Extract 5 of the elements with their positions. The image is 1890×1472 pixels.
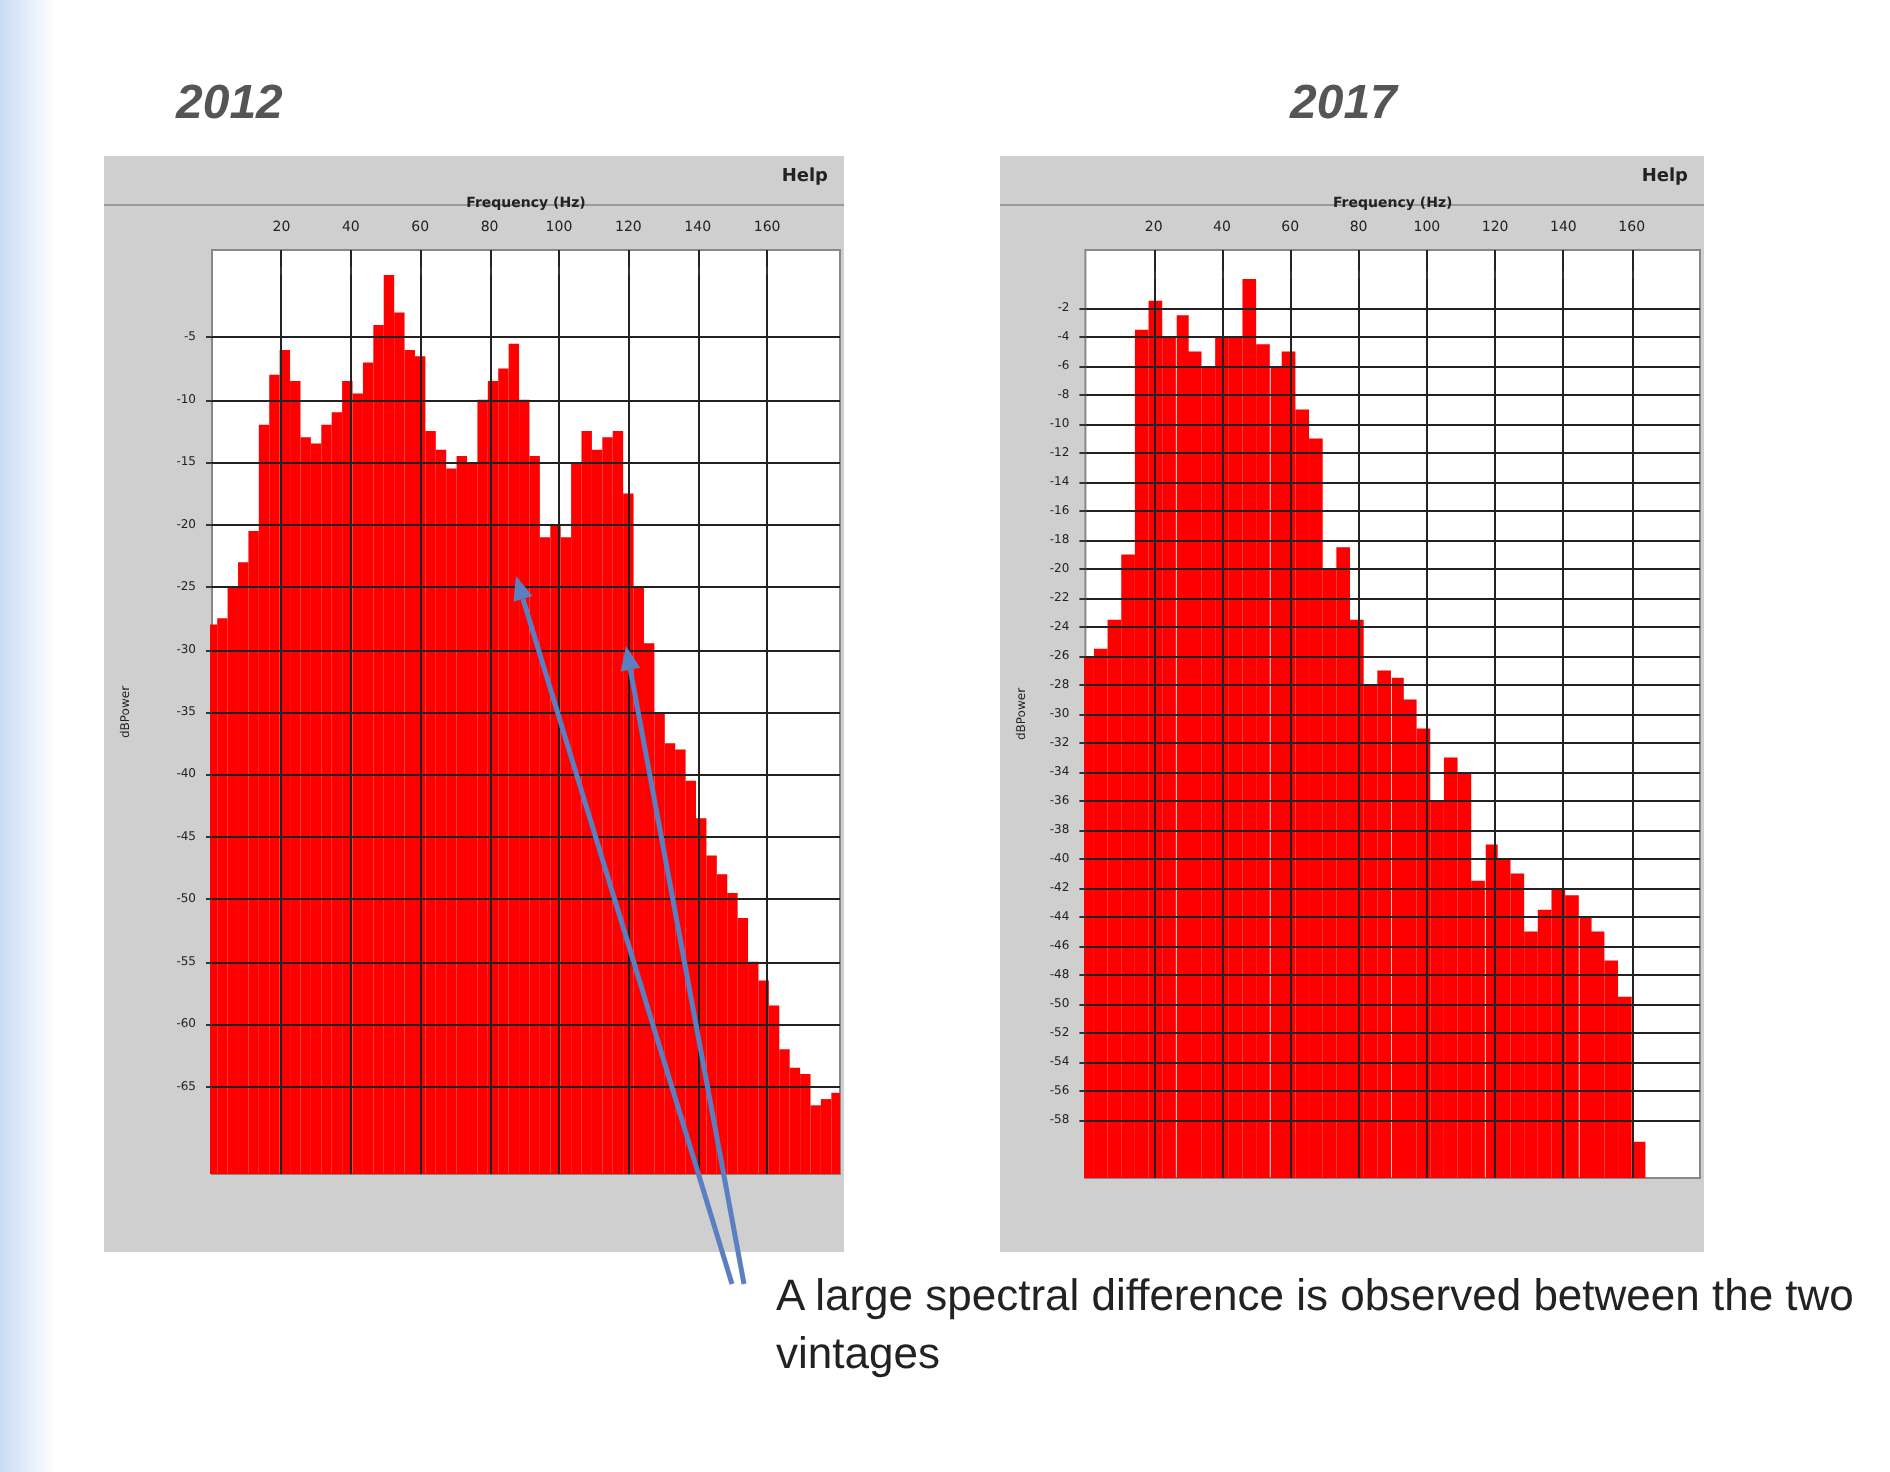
text: Help [781, 167, 830, 187]
chart-title: 2012 [176, 76, 283, 132]
chart-title: 2017 [1290, 76, 1397, 132]
text: A large spectral difference is observed between the two vintages [776, 1268, 1856, 1382]
text: Help [1641, 167, 1690, 187]
